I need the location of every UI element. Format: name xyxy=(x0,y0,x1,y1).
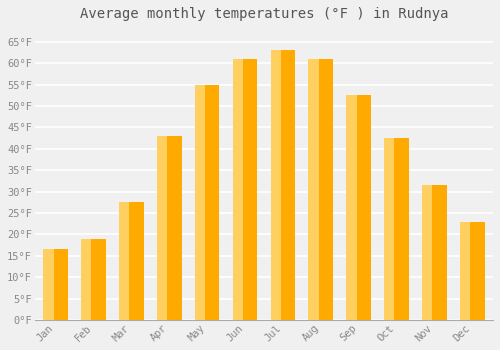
Bar xyxy=(43,249,54,320)
Bar xyxy=(232,59,258,320)
Bar xyxy=(270,50,281,320)
Title: Average monthly temperatures (°F ) in Rudnya: Average monthly temperatures (°F ) in Ru… xyxy=(80,7,448,21)
Bar xyxy=(346,95,356,320)
Bar xyxy=(308,59,318,320)
Bar xyxy=(157,136,182,320)
Bar xyxy=(270,50,295,320)
Bar xyxy=(346,95,371,320)
Bar xyxy=(422,185,432,320)
Bar xyxy=(460,222,470,320)
Bar xyxy=(384,138,394,320)
Bar xyxy=(81,239,92,320)
Bar xyxy=(460,222,484,320)
Bar xyxy=(81,239,106,320)
Bar xyxy=(195,85,205,320)
Bar xyxy=(195,85,220,320)
Bar xyxy=(384,138,409,320)
Bar xyxy=(232,59,243,320)
Bar xyxy=(308,59,333,320)
Bar xyxy=(422,185,446,320)
Bar xyxy=(43,249,68,320)
Bar xyxy=(157,136,167,320)
Bar xyxy=(119,202,144,320)
Bar xyxy=(119,202,130,320)
